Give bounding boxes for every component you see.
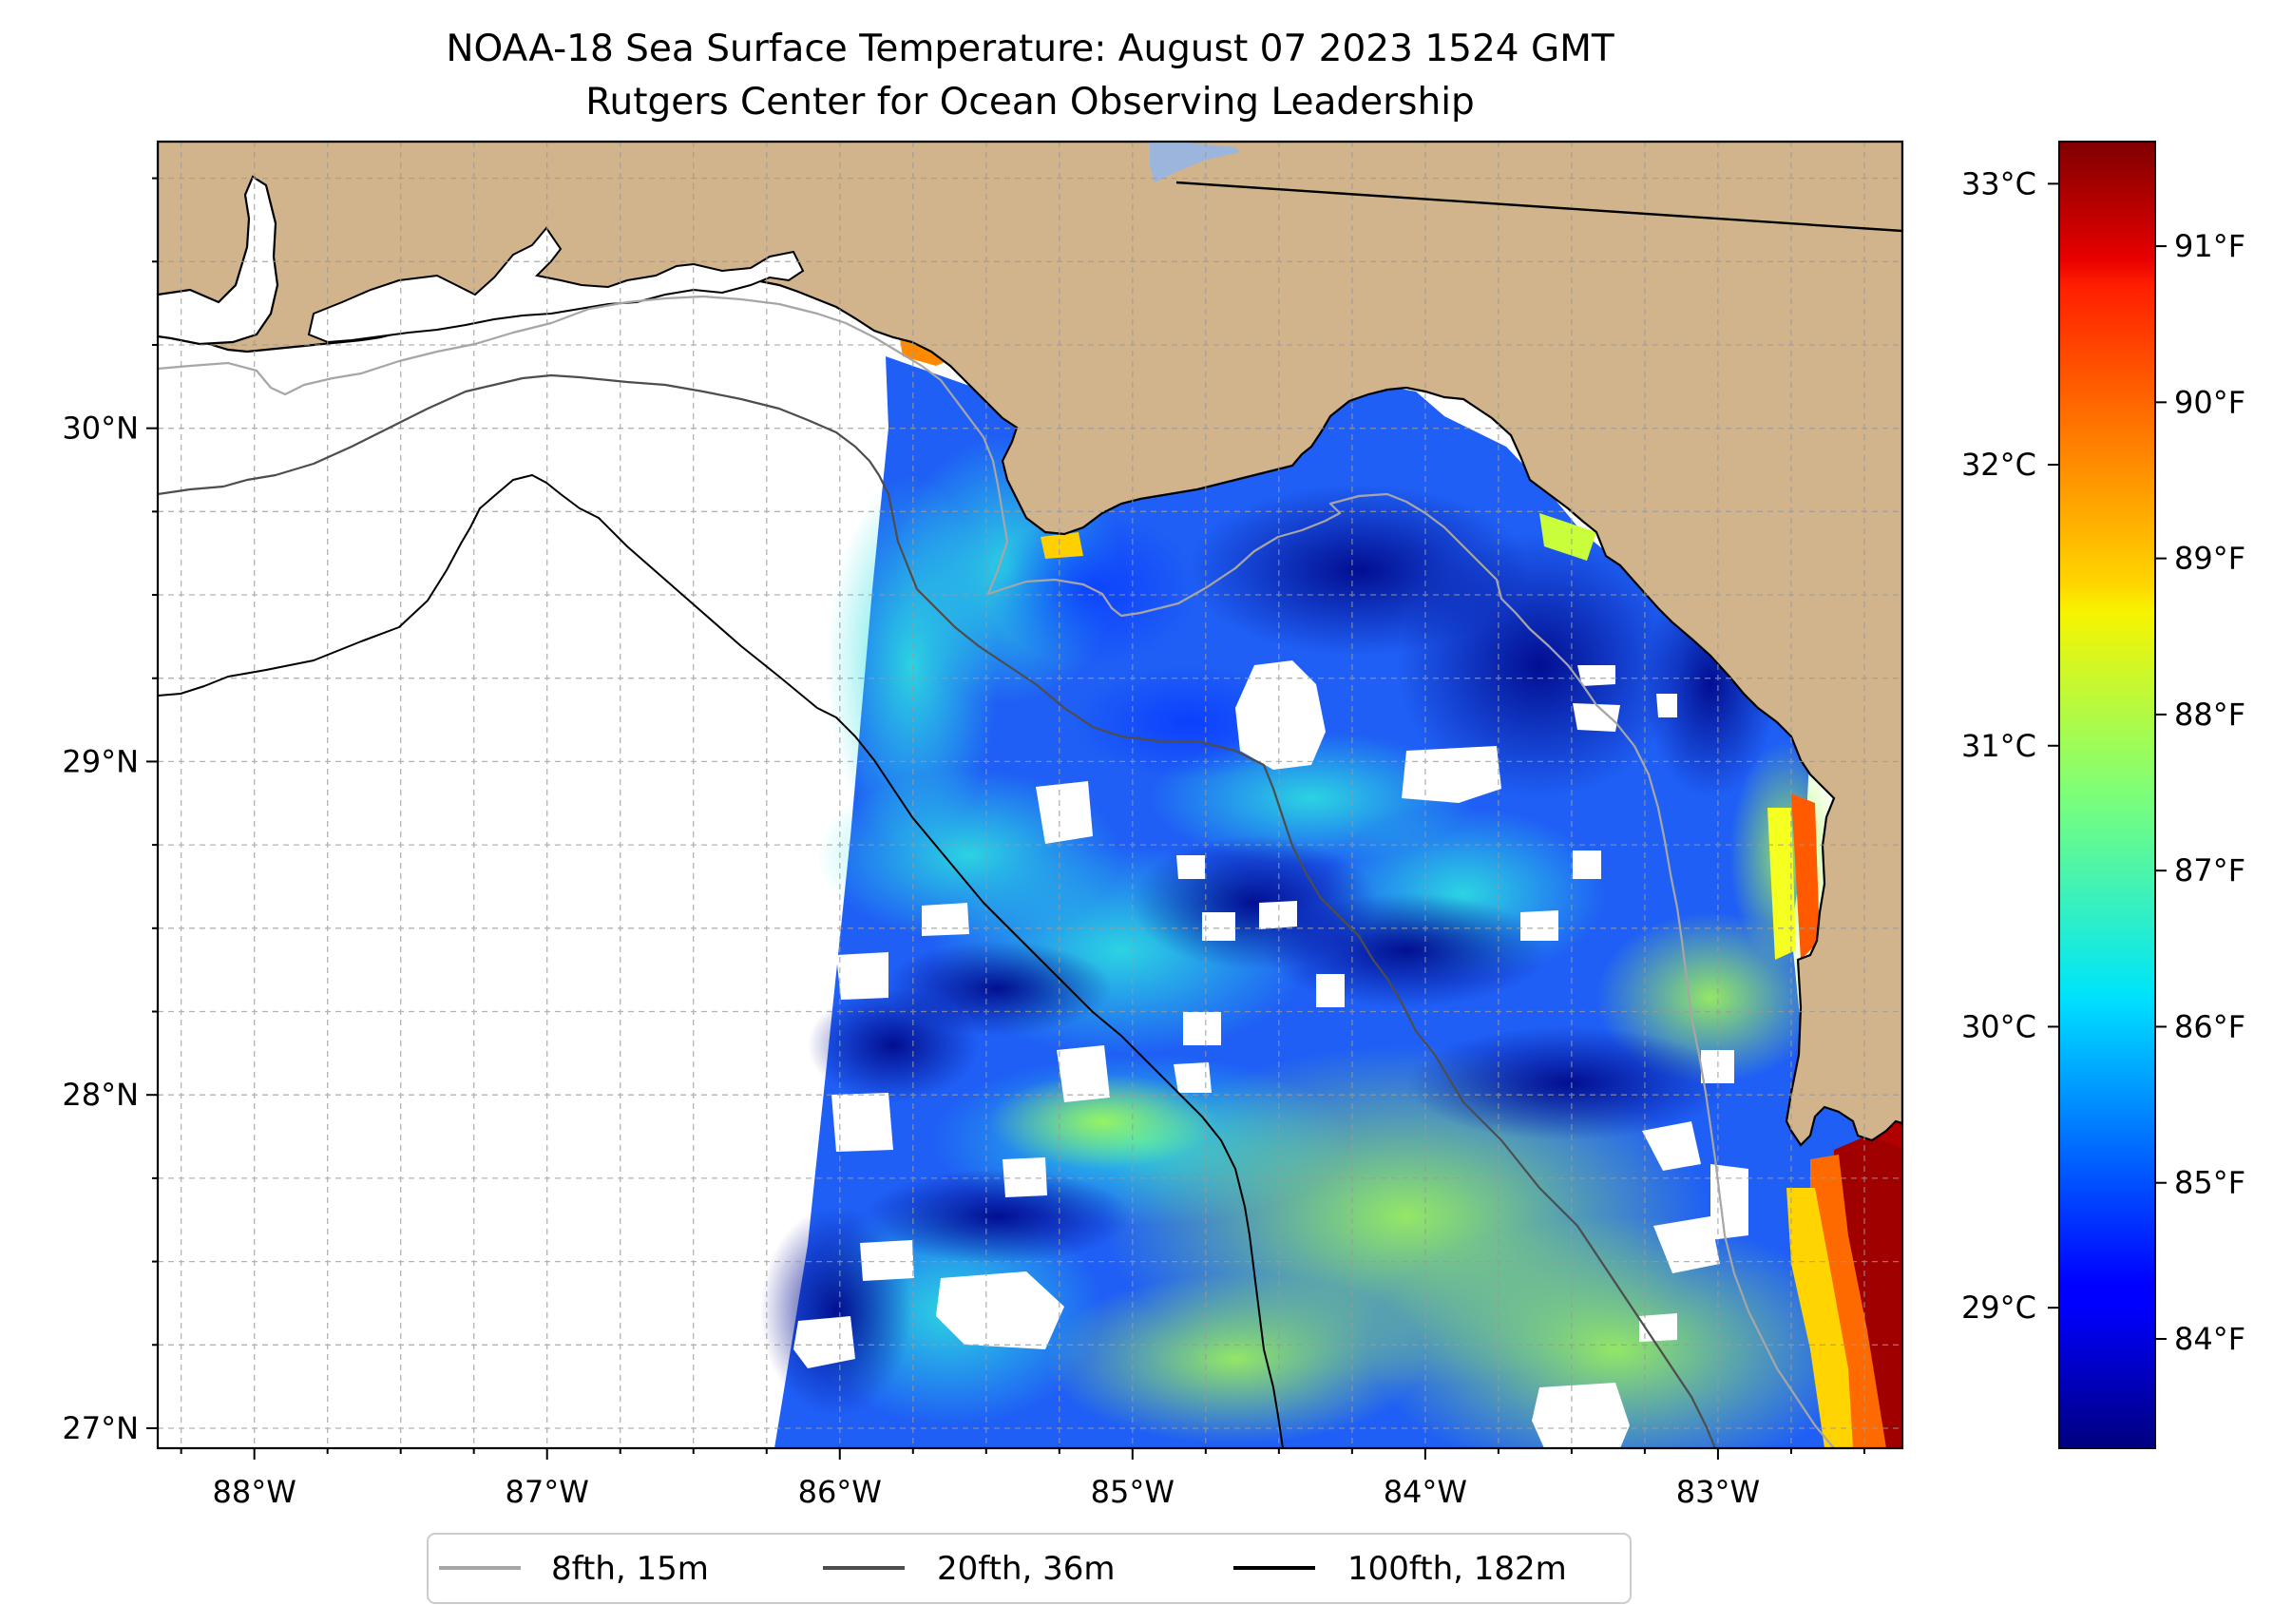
colorbar-fahrenheit-label: 88°F xyxy=(2174,697,2245,733)
state-boundary-line xyxy=(1175,181,1902,233)
legend-box xyxy=(427,1533,1632,1604)
colorbar-fahrenheit-axis: 84°F 85°F 86°F 87°F 88°F 89°F 90°F 91°F xyxy=(2155,228,2245,1357)
colorbar-fahrenheit-label: 87°F xyxy=(2174,852,2245,888)
longitude-axis: 88°W 87°W 86°W 85°W 84°W 83°W xyxy=(180,1448,1865,1510)
colorbar-fahrenheit-label: 90°F xyxy=(2174,384,2245,420)
missing-data-patches xyxy=(793,660,1748,1448)
sst-data-swath xyxy=(760,318,1902,1448)
lon-tick-label: 85°W xyxy=(1091,1474,1175,1510)
isobath-contours xyxy=(158,295,1835,1448)
map-subtitle: Rutgers Center for Ocean Observing Leade… xyxy=(585,81,1475,124)
legend-label-8fth: 8fth, 15m xyxy=(551,1550,709,1588)
lon-tick-label: 84°W xyxy=(1384,1474,1467,1510)
land-mass xyxy=(158,142,1902,1147)
map-title: NOAA-18 Sea Surface Temperature: August … xyxy=(446,28,1614,70)
colorbar-fahrenheit-label: 86°F xyxy=(2174,1008,2245,1044)
colorbar-celsius-label: 31°C xyxy=(1961,728,2036,764)
isobath-20fth-line xyxy=(158,373,1717,1448)
colorbar-celsius-label: 32°C xyxy=(1961,447,2036,483)
lon-tick-label: 88°W xyxy=(212,1474,296,1510)
colorbar-fahrenheit-label: 91°F xyxy=(2174,228,2245,264)
lat-tick-label: 30°N xyxy=(62,411,139,447)
colorbar-celsius-axis: 29°C 30°C 31°C 32°C 33°C xyxy=(1961,165,2059,1326)
colorbar-celsius-label: 29°C xyxy=(1961,1290,2036,1326)
lon-tick-label: 87°W xyxy=(506,1474,589,1510)
lat-tick-label: 27°N xyxy=(62,1410,139,1446)
colorbar-fahrenheit-label: 89°F xyxy=(2174,541,2245,577)
isobath-legend: 8fth, 15m 20fth, 36m 100fth, 182m xyxy=(427,1533,1632,1604)
latitude-axis: 27°N 28°N 29°N 30°N xyxy=(62,177,158,1446)
colorbar-celsius-label: 30°C xyxy=(1961,1008,2036,1044)
lat-tick-label: 28°N xyxy=(62,1077,139,1113)
legend-label-100fth: 100fth, 182m xyxy=(1347,1550,1567,1588)
lon-tick-label: 83°W xyxy=(1676,1474,1760,1510)
colorbar: 29°C 30°C 31°C 32°C 33°C 84°F 85°F 86°F 87°F 88°… xyxy=(1961,141,2245,1449)
colorbar-fahrenheit-label: 84°F xyxy=(2174,1321,2245,1357)
lat-tick-label: 29°N xyxy=(62,743,139,779)
map-frame xyxy=(156,140,1904,1450)
colorbar-celsius-label: 33°C xyxy=(1961,165,2036,201)
isobath-8fth-line xyxy=(158,295,1835,1448)
lon-tick-label: 86°W xyxy=(798,1474,882,1510)
legend-label-20fth: 20fth, 36m xyxy=(937,1550,1116,1588)
colorbar-gradient xyxy=(2058,141,2156,1449)
map-gridlines xyxy=(158,142,1902,1448)
isobath-100fth-line xyxy=(158,474,1284,1448)
colorbar-fahrenheit-label: 85°F xyxy=(2174,1165,2245,1201)
